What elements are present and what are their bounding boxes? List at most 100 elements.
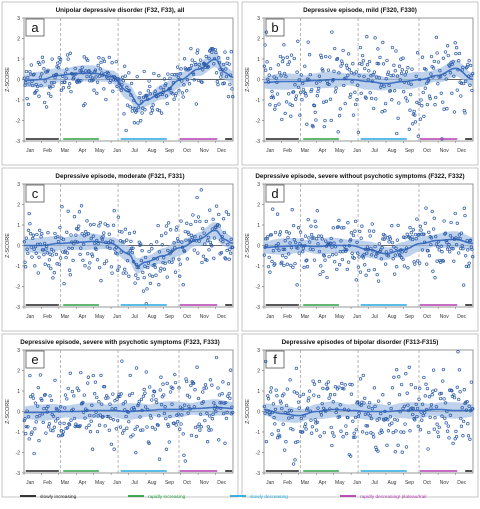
x-tick-label: Apr <box>318 314 326 320</box>
data-point <box>451 59 455 64</box>
x-tick-label: Jul <box>131 148 137 154</box>
data-point <box>381 40 385 45</box>
data-point <box>166 422 170 427</box>
y-tick-label: -2 <box>16 119 21 125</box>
data-point <box>379 257 384 261</box>
y-axis-label: Z-SCORE <box>5 399 11 424</box>
data-point <box>139 242 143 246</box>
data-point <box>460 406 464 410</box>
data-point <box>201 68 205 72</box>
data-point <box>220 392 224 396</box>
data-point <box>371 249 375 253</box>
data-point <box>470 88 474 93</box>
data-point <box>278 399 283 403</box>
data-point <box>466 74 471 78</box>
data-point <box>305 122 309 126</box>
data-point <box>373 404 377 409</box>
data-point <box>84 230 88 234</box>
data-point <box>191 213 195 217</box>
y-tick-label: -3 <box>16 139 21 145</box>
data-point <box>315 420 319 424</box>
data-point <box>179 67 183 71</box>
data-point <box>205 440 210 444</box>
data-point <box>296 246 300 250</box>
data-point <box>22 418 26 423</box>
data-point <box>120 240 125 244</box>
data-point <box>93 68 98 72</box>
x-tick-label: Feb <box>43 148 52 154</box>
data-point <box>110 407 114 411</box>
data-point <box>281 56 285 60</box>
data-point <box>279 74 283 78</box>
data-point <box>197 239 201 243</box>
data-point <box>178 405 183 409</box>
data-point <box>350 383 354 387</box>
data-point <box>459 94 463 98</box>
data-point <box>429 72 433 76</box>
data-point <box>420 402 425 406</box>
data-point <box>277 248 281 252</box>
data-point <box>278 230 283 234</box>
data-point <box>286 411 290 416</box>
data-point <box>324 409 328 414</box>
y-tick-label: -2 <box>256 285 261 291</box>
data-point <box>97 265 102 270</box>
data-point <box>165 101 169 106</box>
x-tick-label: Sep <box>405 480 414 486</box>
x-tick-label: Feb <box>283 148 292 154</box>
data-point <box>356 130 361 135</box>
data-point <box>266 394 270 398</box>
data-point <box>448 71 453 75</box>
x-tick-label: Oct <box>183 148 191 154</box>
x-tick-label: Dec <box>217 480 226 486</box>
data-point <box>328 55 332 59</box>
data-point <box>381 62 386 66</box>
data-point <box>417 397 421 401</box>
data-point <box>194 434 199 439</box>
data-point <box>120 359 124 363</box>
data-point <box>466 248 470 252</box>
data-point <box>182 83 186 87</box>
data-point <box>71 407 75 411</box>
x-tick-label: May <box>335 148 345 154</box>
data-point <box>189 46 193 51</box>
y-tick-label: -3 <box>16 305 21 311</box>
data-point <box>164 231 168 235</box>
data-point <box>42 393 47 397</box>
data-point <box>159 233 164 238</box>
legend-label: slowly increasing <box>40 494 77 500</box>
data-point <box>202 231 206 235</box>
data-point <box>119 392 123 396</box>
data-point <box>272 416 276 420</box>
data-point <box>451 247 455 251</box>
data-point <box>439 91 443 95</box>
data-point <box>317 86 321 91</box>
data-point <box>368 234 372 238</box>
data-point <box>427 78 431 82</box>
data-point <box>303 243 307 248</box>
data-point <box>450 389 454 393</box>
data-point <box>388 235 392 239</box>
data-point <box>82 393 86 397</box>
data-point <box>408 429 412 433</box>
data-point <box>299 244 303 248</box>
data-point <box>180 413 184 417</box>
data-point <box>176 239 180 244</box>
data-point <box>419 228 423 232</box>
data-point <box>369 253 374 257</box>
data-point <box>411 237 415 242</box>
data-point <box>29 245 33 249</box>
data-point <box>303 64 307 68</box>
x-tick-label: Jan <box>26 314 34 320</box>
data-point <box>263 43 267 47</box>
data-point <box>434 95 438 100</box>
data-point <box>306 40 310 44</box>
y-tick-label: 1 <box>257 389 260 395</box>
data-point <box>72 394 76 398</box>
data-point <box>292 390 296 394</box>
data-point <box>51 84 55 88</box>
data-point <box>86 58 90 63</box>
data-point <box>367 59 372 64</box>
x-tick-label: Jul <box>131 314 137 320</box>
data-point <box>365 431 369 435</box>
